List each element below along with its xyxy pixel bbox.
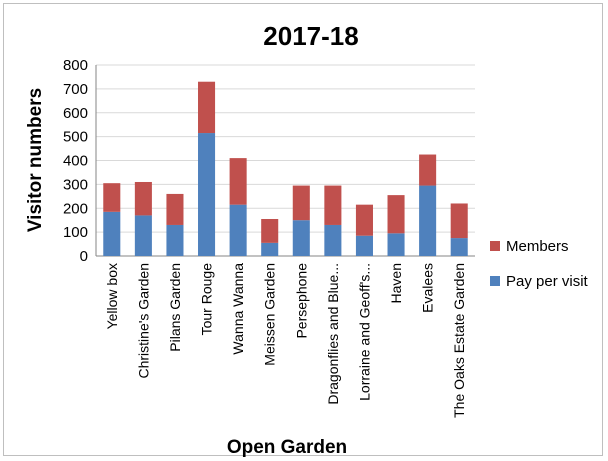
category-label: Christine's Garden [135,263,151,379]
grid-lines [95,64,475,257]
bar-pay-per-visit [103,211,121,256]
category-label: Wanna Wanna [230,263,246,355]
category-label: Meissen Garden [262,263,278,366]
category-label: The Oaks Estate Garden [451,263,467,418]
bar-members [324,185,342,225]
y-tick-label: 700 [63,81,88,98]
bar-members [292,185,310,221]
y-tick-label: 500 [63,129,88,146]
bar-members [450,203,468,239]
chart-title: 2017-18 [263,21,358,51]
bars [103,81,468,256]
bar-pay-per-visit [166,224,184,256]
bar-members [103,183,121,212]
bar-pay-per-visit [261,242,279,256]
category-label: Yellow box [104,263,120,329]
bar-members [355,204,373,236]
category-label: Persephone [293,263,309,339]
y-axis-ticks: 0 100 200 300 400 500 600 700 800 [63,57,88,265]
category-label: Lorraine and Geoff's... [356,263,372,401]
bar-pay-per-visit [198,133,216,256]
y-tick-label: 600 [63,105,88,122]
x-axis-title: Open Garden [227,437,347,458]
bar-pay-per-visit [450,238,468,256]
bar-members [387,195,405,234]
category-labels: Yellow box Christine's Garden Pilans Garde… [104,263,467,418]
bar-pay-per-visit [134,215,152,256]
bar-members [229,158,247,205]
bar-pay-per-visit [229,204,247,256]
bar-members [261,218,279,243]
category-label: Dragonflies and Blue... [325,263,341,405]
bar-pay-per-visit [387,233,405,256]
bar-members [419,154,437,186]
bar-pay-per-visit [324,224,342,256]
bar-pay-per-visit [292,220,310,256]
category-label: Evalees [420,263,436,313]
category-label: Pilans Garden [167,263,183,352]
category-label: Tour Rouge [199,263,215,336]
y-tick-label: 800 [63,57,88,74]
category-label: Haven [388,263,404,303]
bar-pay-per-visit [355,235,373,256]
bar-pay-per-visit [419,185,437,256]
legend-swatch [490,276,500,286]
y-axis-title: Visitor numbers [25,88,46,232]
legend: Members Pay per visit [490,238,589,290]
bar-members [134,181,152,216]
legend-label: Members [506,238,569,255]
legend-swatch [490,241,500,251]
y-tick-label: 100 [63,224,88,241]
y-tick-label: 200 [63,200,88,217]
y-tick-label: 300 [63,176,88,193]
bar-members [166,193,184,225]
bar-members [198,81,216,134]
legend-label: Pay per visit [506,273,589,290]
y-tick-label: 0 [80,248,88,265]
y-tick-label: 400 [63,153,88,170]
